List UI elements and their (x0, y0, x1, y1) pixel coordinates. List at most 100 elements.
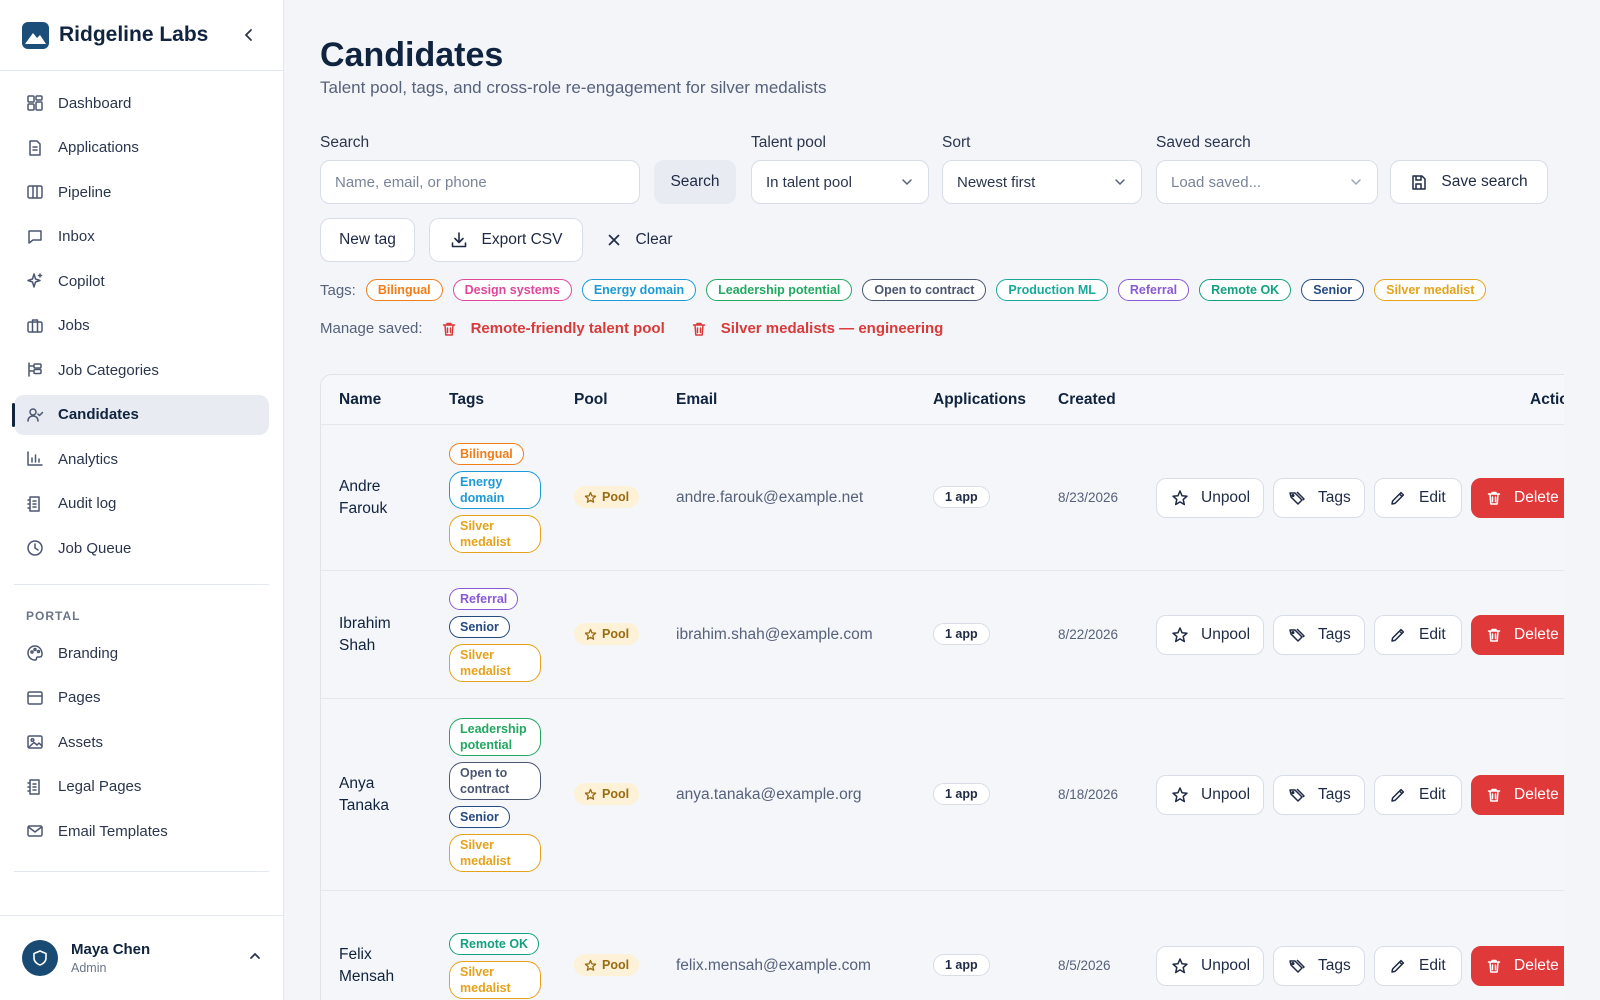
applications-count-badge[interactable]: 1 app (933, 623, 990, 645)
sidebar-item-branding[interactable]: Branding (14, 633, 269, 673)
sidebar-item-email-templates[interactable]: Email Templates (14, 811, 269, 851)
sidebar-item-inbox[interactable]: Inbox (14, 217, 269, 257)
user-icon (26, 406, 44, 424)
sidebar-item-job-categories[interactable]: Job Categories (14, 350, 269, 390)
sidebar-item-dashboard[interactable]: Dashboard (14, 83, 269, 123)
delete-button[interactable]: Delete (1471, 615, 1564, 655)
trash-icon (691, 321, 707, 337)
chevron-up-icon[interactable] (248, 949, 262, 968)
tag-filter-chip[interactable]: Production ML (996, 279, 1108, 301)
header-created[interactable]: Created (1058, 391, 1116, 408)
applications-count-badge[interactable]: 1 app (933, 486, 990, 508)
tag-badge: Energy domain (449, 471, 541, 509)
tag-filter-chip[interactable]: Referral (1117, 279, 1190, 301)
tag-badge: Silver medalist (449, 834, 541, 872)
sidebar-item-label: Pages (58, 689, 101, 706)
tag-icon (1288, 626, 1306, 644)
unpool-label: Unpool (1201, 626, 1251, 643)
tag-filter-chip[interactable]: Leadership potential (706, 279, 853, 301)
new-tag-button[interactable]: New tag (320, 218, 415, 262)
tags-button[interactable]: Tags (1273, 615, 1365, 655)
unpool-button[interactable]: Unpool (1156, 478, 1264, 518)
tags-button[interactable]: Tags (1273, 946, 1365, 986)
collapse-sidebar-button[interactable] (237, 23, 261, 47)
unpool-button[interactable]: Unpool (1156, 615, 1264, 655)
tags-button[interactable]: Tags (1273, 775, 1365, 815)
portal-nav: Branding Pages Assets Legal Pages Email Temp… (0, 629, 283, 851)
export-csv-button[interactable]: Export CSV (429, 218, 583, 262)
tag-icon (1288, 489, 1306, 507)
table-row: Felix Mensah Remote OK Silver medalist Pool f… (321, 891, 1564, 1000)
edit-button[interactable]: Edit (1374, 775, 1462, 815)
candidate-email[interactable]: anya.tanaka@example.org (676, 786, 862, 803)
sidebar-item-pages[interactable]: Pages (14, 678, 269, 718)
tag-filter-chip[interactable]: Bilingual (365, 279, 443, 301)
candidate-email[interactable]: ibrahim.shah@example.com (676, 626, 873, 643)
sidebar-item-assets[interactable]: Assets (14, 722, 269, 762)
candidate-email[interactable]: andre.farouk@example.net (676, 489, 864, 506)
header-actions: Actions (1530, 391, 1564, 408)
search-button[interactable]: Search (654, 160, 736, 204)
sidebar-item-jobs[interactable]: Jobs (14, 306, 269, 346)
applications-count-badge[interactable]: 1 app (933, 783, 990, 805)
trash-icon (441, 321, 457, 337)
user-menu[interactable]: Maya Chen Admin (0, 915, 284, 1000)
search-input[interactable]: Name, email, or phone (320, 160, 640, 204)
edit-button[interactable]: Edit (1374, 615, 1462, 655)
candidate-name[interactable]: Anya Tanaka (339, 773, 439, 817)
trash-icon (1486, 787, 1502, 803)
tag-filter-chip[interactable]: Silver medalist (1374, 279, 1487, 301)
tag-filter-chip[interactable]: Open to contract (862, 279, 987, 301)
sidebar-item-audit-log[interactable]: Audit log (14, 484, 269, 524)
clear-label: Clear (635, 231, 673, 248)
tag-filter-chip[interactable]: Senior (1301, 279, 1365, 301)
sidebar-item-job-queue[interactable]: Job Queue (14, 528, 269, 568)
edit-button[interactable]: Edit (1374, 478, 1462, 518)
unpool-button[interactable]: Unpool (1156, 946, 1264, 986)
unpool-button[interactable]: Unpool (1156, 775, 1264, 815)
sort-select[interactable]: Newest first (942, 160, 1142, 204)
tag-filter-chip[interactable]: Design systems (452, 279, 572, 301)
tags-label: Tags (1318, 957, 1351, 974)
table-row: Anya Tanaka Leadership potential Open to co… (321, 699, 1564, 891)
last-name: Tanaka (339, 797, 389, 814)
star-icon (584, 628, 597, 641)
header-name[interactable]: Name (339, 391, 382, 408)
unpool-label: Unpool (1201, 957, 1251, 974)
sidebar-item-analytics[interactable]: Analytics (14, 439, 269, 479)
header-pool: Pool (574, 391, 608, 408)
delete-saved-search-button[interactable]: Remote-friendly talent pool (441, 320, 665, 337)
candidate-name[interactable]: Ibrahim Shah (339, 613, 439, 657)
tag-filter-chip[interactable]: Remote OK (1199, 279, 1292, 301)
edit-button[interactable]: Edit (1374, 946, 1462, 986)
delete-label: Delete (1514, 957, 1559, 974)
first-name: Ibrahim (339, 615, 391, 632)
delete-button[interactable]: Delete (1471, 775, 1564, 815)
talent-pool-select[interactable]: In talent pool (751, 160, 929, 204)
candidate-email[interactable]: felix.mensah@example.com (676, 957, 871, 974)
sidebar-item-pipeline[interactable]: Pipeline (14, 172, 269, 212)
tag-filter-chip[interactable]: Energy domain (581, 279, 697, 301)
chevron-down-icon (900, 175, 914, 189)
delete-button[interactable]: Delete (1471, 478, 1564, 518)
save-search-button[interactable]: Save search (1390, 160, 1548, 204)
pencil-icon (1389, 786, 1407, 804)
created-date: 8/18/2026 (1058, 787, 1119, 802)
sparkle-icon (26, 272, 44, 290)
applications-count-badge[interactable]: 1 app (933, 954, 990, 976)
sidebar-item-copilot[interactable]: Copilot (14, 261, 269, 301)
saved-search-select[interactable]: Load saved... (1156, 160, 1378, 204)
tags-button[interactable]: Tags (1273, 478, 1365, 518)
candidate-name[interactable]: Andre Farouk (339, 476, 439, 520)
delete-button[interactable]: Delete (1471, 946, 1564, 986)
candidate-name[interactable]: Felix Mensah (339, 944, 439, 988)
last-name: Farouk (339, 500, 388, 517)
user-name: Maya Chen (71, 941, 151, 958)
delete-saved-search-button[interactable]: Silver medalists — engineering (691, 320, 943, 337)
sidebar-item-candidates[interactable]: Candidates (12, 394, 269, 435)
clear-button[interactable]: Clear (594, 218, 686, 262)
tag-badge: Leadership potential (449, 718, 541, 756)
sidebar-item-legal-pages[interactable]: Legal Pages (14, 767, 269, 807)
sidebar-item-applications[interactable]: Applications (14, 128, 269, 168)
pool-label: Pool (602, 958, 630, 972)
